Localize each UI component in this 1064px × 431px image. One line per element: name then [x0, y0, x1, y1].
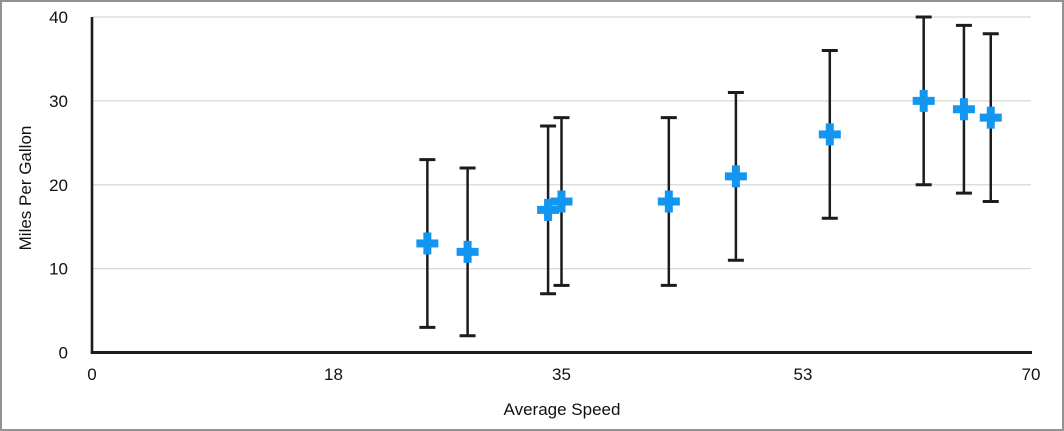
y-tick-label: 30 [49, 92, 68, 111]
data-point-markers [416, 89, 1002, 263]
data-point-marker [919, 89, 928, 112]
y-tick-label: 0 [59, 344, 68, 363]
y-tick-label: 40 [49, 8, 68, 27]
data-point-marker [986, 106, 995, 129]
tick-labels: 0 10 20 30 40 0 18 35 53 70 [49, 8, 1040, 384]
data-point-marker [959, 98, 968, 121]
data-point-marker [825, 123, 834, 146]
x-axis-title: Average Speed [503, 400, 621, 419]
data-point-marker [463, 240, 472, 263]
axes [90, 17, 1032, 354]
data-point-marker [557, 190, 566, 213]
error-bars [419, 15, 999, 338]
data-point-marker [664, 190, 673, 213]
y-axis-title: Miles Per Gallon [16, 125, 35, 251]
x-tick-label: 0 [87, 365, 96, 384]
y-tick-label: 10 [49, 260, 68, 279]
x-tick-label: 35 [552, 365, 571, 384]
data-point-marker [731, 165, 740, 188]
x-tick-label: 18 [324, 365, 343, 384]
y-tick-label: 20 [49, 176, 68, 195]
x-tick-label: 70 [1022, 365, 1041, 384]
x-tick-label: 53 [793, 365, 812, 384]
data-point-marker [423, 232, 432, 255]
data-point-marker [544, 198, 553, 221]
